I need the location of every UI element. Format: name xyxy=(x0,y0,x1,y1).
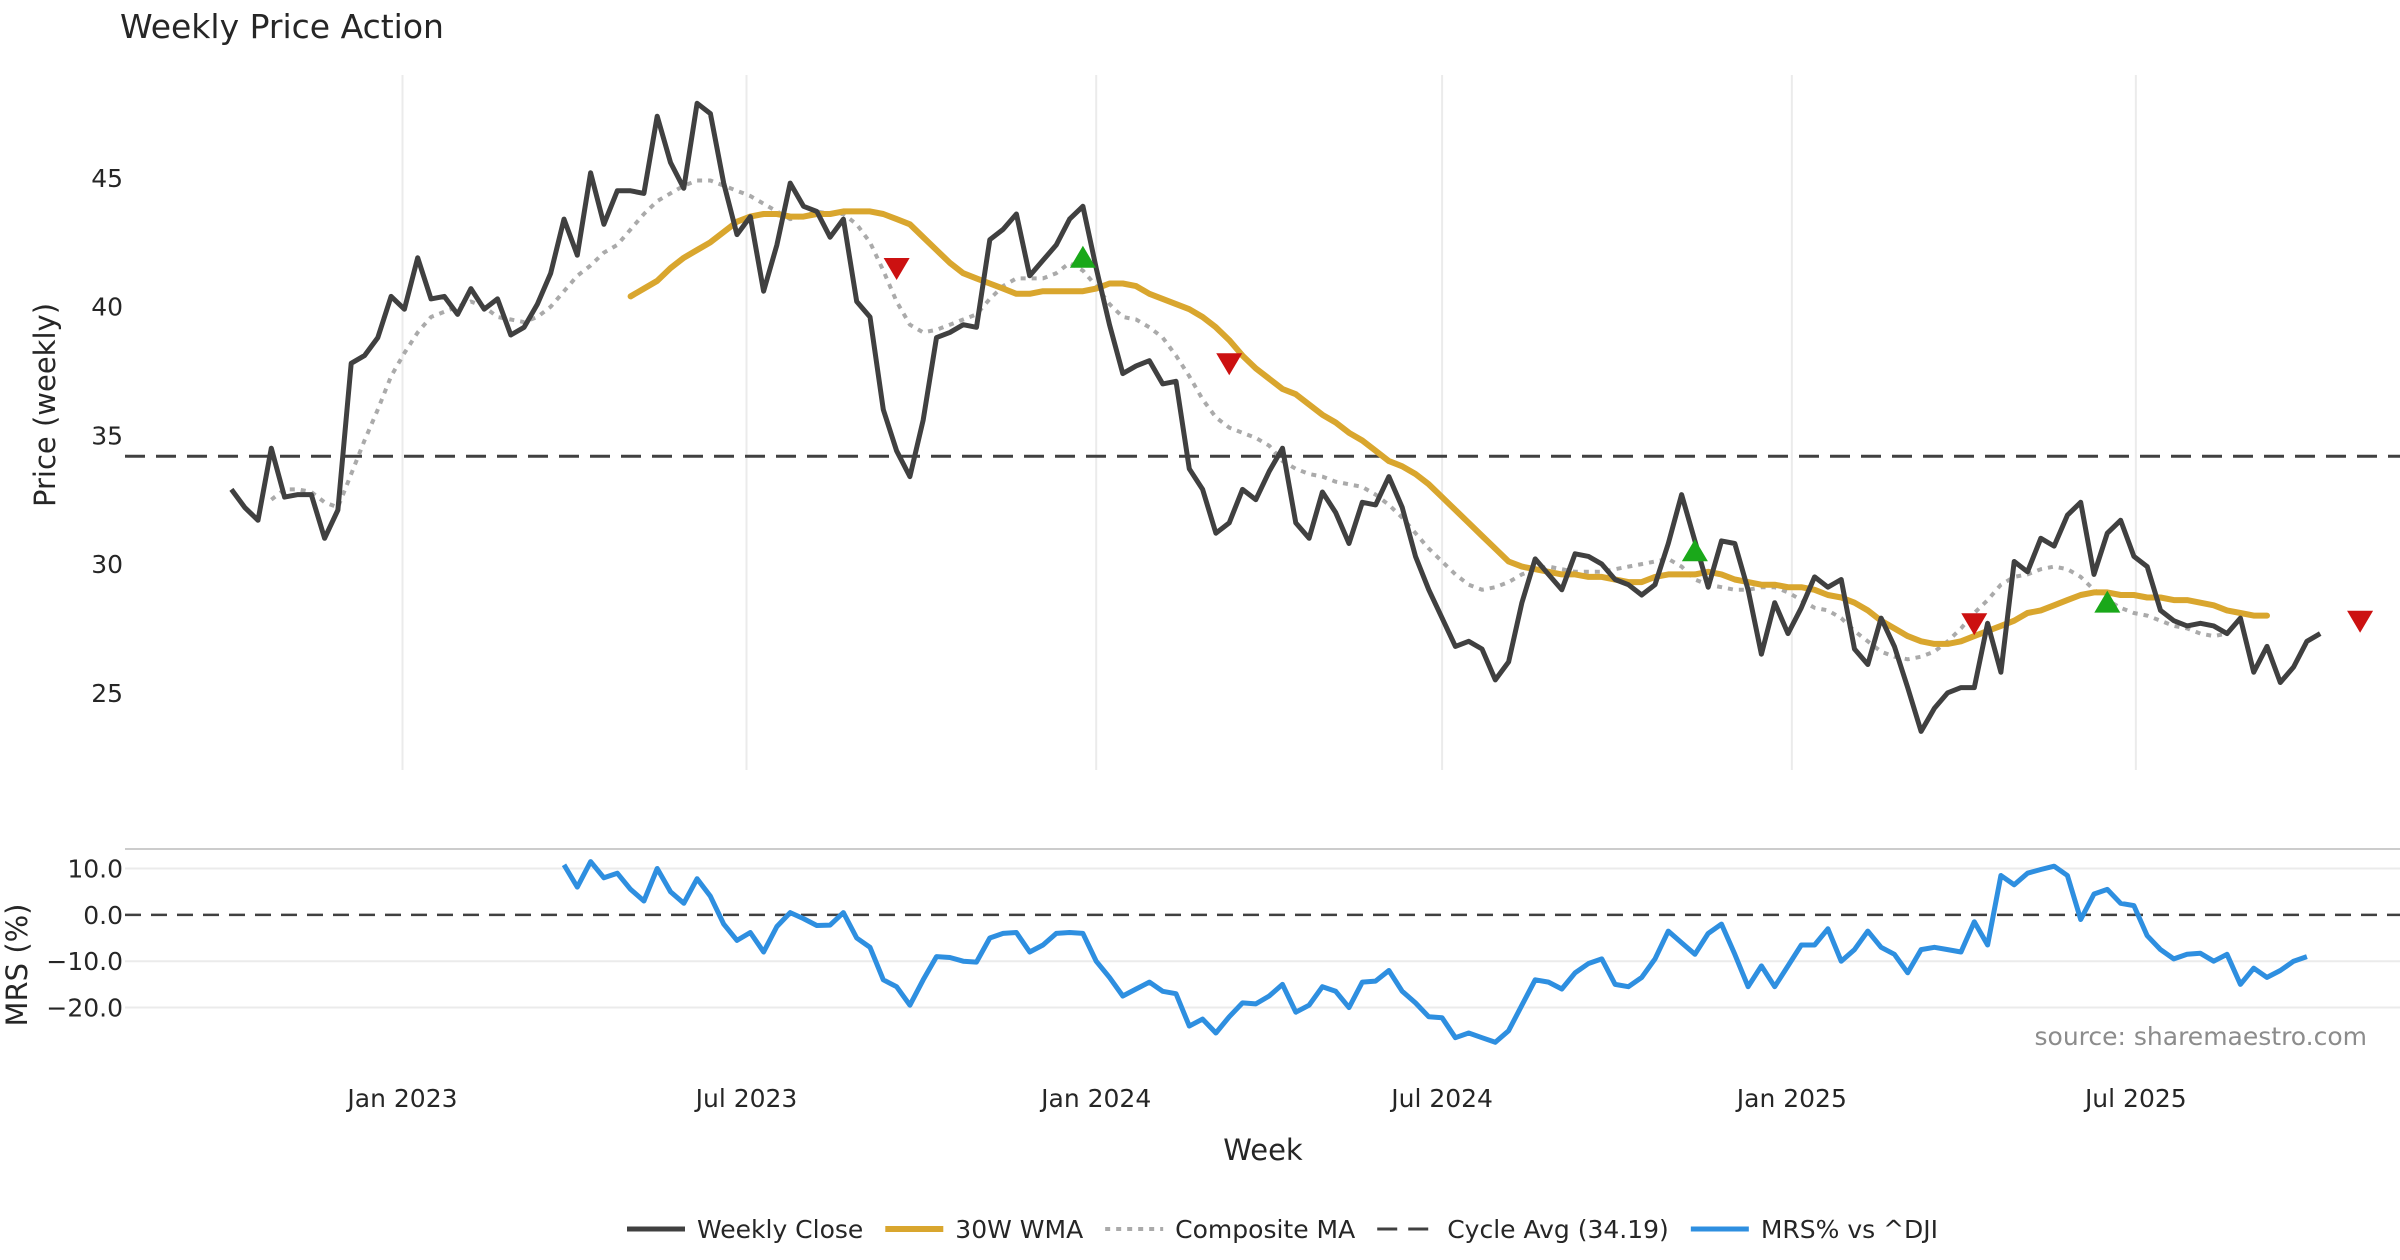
x-tick-label-2: Jan 2024 xyxy=(1039,1084,1151,1113)
price-tick-label-2: 35 xyxy=(91,421,123,450)
buy-signal-marker-1 xyxy=(1681,539,1708,562)
price-tick-label-0: 25 xyxy=(91,679,123,708)
mrs-axis-ticks: 10.0 0.0 −10.0 −20.0 xyxy=(46,855,123,1023)
mrs-tick-label-2: −10.0 xyxy=(46,947,123,976)
price-tick-label-4: 45 xyxy=(91,164,123,193)
legend-label-wma: 30W WMA xyxy=(955,1215,1083,1244)
legend: Weekly Close 30W WMA Composite MA Cycle Avg… xyxy=(627,1215,1938,1244)
buy-signal-marker-0 xyxy=(1069,245,1096,268)
weekly-close-line xyxy=(229,100,2322,734)
mrs-tick-label-3: −20.0 xyxy=(46,994,123,1023)
x-axis-label: Week xyxy=(1223,1133,1303,1167)
legend-label-cycle: Cycle Avg (34.19) xyxy=(1447,1215,1669,1244)
sell-signal-marker-1 xyxy=(1216,353,1243,376)
x-tick-label-4: Jan 2025 xyxy=(1735,1084,1847,1113)
mrs-tick-label-1: 0.0 xyxy=(83,901,123,930)
x-tick-label-1: Jul 2023 xyxy=(694,1084,798,1113)
buy-signal-marker-2 xyxy=(2094,590,2121,613)
legend-label-mrs: MRS% vs ^DJI xyxy=(1761,1215,1938,1244)
mrs-axis-label: MRS (%) xyxy=(0,904,34,1027)
price-panel-grid xyxy=(401,75,2137,770)
chart-title: Weekly Price Action xyxy=(120,7,444,46)
mrs-line xyxy=(561,859,2308,1045)
legend-label-composite: Composite MA xyxy=(1175,1215,1355,1244)
x-tick-label-3: Jul 2024 xyxy=(1389,1084,1493,1113)
sell-signal-marker-2 xyxy=(1961,613,1988,636)
mrs-tick-label-0: 10.0 xyxy=(67,855,123,884)
price-axis-ticks: 25 30 35 40 45 xyxy=(91,164,123,708)
mrs-panel-grid xyxy=(125,867,2400,1009)
price-tick-label-1: 30 xyxy=(91,550,123,579)
wma-30w-line xyxy=(627,208,2270,647)
signal-markers xyxy=(883,245,2374,636)
sell-signal-marker-0 xyxy=(883,258,910,281)
x-axis-ticks: Jan 2023 Jul 2023 Jan 2024 Jul 2024 Jan 2025… xyxy=(345,1084,2186,1113)
sell-signal-marker-3 xyxy=(2347,610,2374,633)
price-axis-label: Price (weekly) xyxy=(28,303,62,507)
composite-ma-line xyxy=(270,178,2228,662)
x-tick-label-5: Jul 2025 xyxy=(2083,1084,2187,1113)
price-tick-label-3: 40 xyxy=(91,293,123,322)
x-tick-label-0: Jan 2023 xyxy=(345,1084,457,1113)
source-note: source: sharemaestro.com xyxy=(2035,1022,2368,1051)
legend-label-close: Weekly Close xyxy=(697,1215,863,1244)
